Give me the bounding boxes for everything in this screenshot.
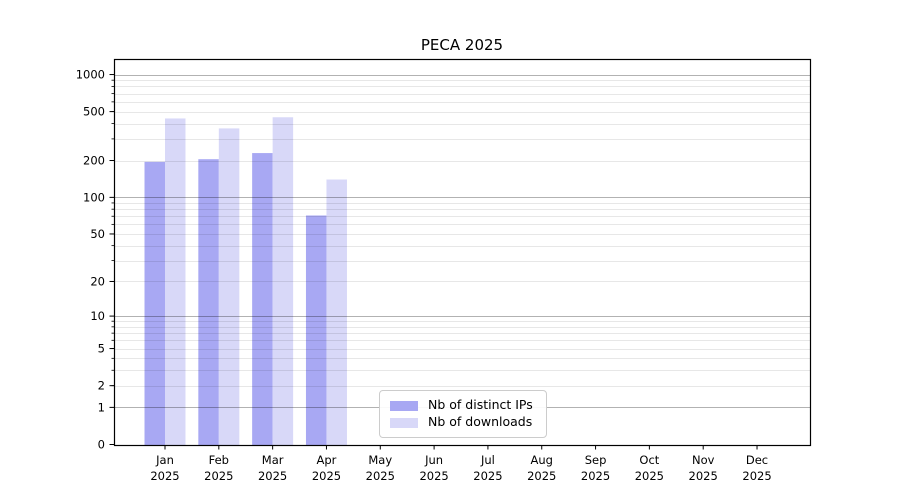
- legend-label-downloads: Nb of downloads: [428, 414, 533, 430]
- grid-minor-layer: [114, 80, 810, 387]
- x-tick-label-month: Nov: [692, 453, 715, 467]
- legend: Nb of distinct IPs Nb of downloads: [379, 390, 547, 438]
- x-tick-label-year: 2025: [419, 469, 448, 483]
- x-tick-label-year: 2025: [742, 469, 771, 483]
- x-tick-label-month: May: [368, 453, 392, 467]
- x-tick-label-month: Oct: [639, 453, 659, 467]
- y-tick-label: 2: [98, 379, 105, 393]
- y-tick-label: 20: [90, 274, 105, 288]
- x-tick-label-year: 2025: [204, 469, 233, 483]
- x-tick-label-year: 2025: [312, 469, 341, 483]
- x-tick-label-year: 2025: [150, 469, 179, 483]
- axes-layer: [109, 58, 812, 450]
- bar-distinct-ips-jan: [144, 161, 165, 446]
- legend-swatch-downloads: [390, 417, 418, 428]
- x-tick-label-month: Jul: [480, 453, 495, 467]
- x-tick-label-month: Dec: [746, 453, 768, 467]
- bar-distinct-ips-mar: [252, 153, 273, 445]
- y-tick-label: 5: [98, 342, 105, 356]
- x-tick-label-year: 2025: [635, 469, 664, 483]
- bar-downloads-feb: [218, 128, 240, 445]
- x-tick-label-year: 2025: [527, 469, 556, 483]
- y-tick-label: 50: [90, 227, 105, 241]
- x-tick-label-year: 2025: [473, 469, 502, 483]
- x-tick-label-year: 2025: [366, 469, 395, 483]
- legend-item-downloads: Nb of downloads: [390, 416, 536, 429]
- x-tick-label-month: Jun: [424, 453, 443, 467]
- y-tick-label: 200: [83, 154, 105, 168]
- x-tick-label-year: 2025: [689, 469, 718, 483]
- x-tick-label-month: Mar: [262, 453, 284, 467]
- y-tick-label: 10: [90, 309, 105, 323]
- x-tick-label-month: Jan: [155, 453, 174, 467]
- bar-downloads-apr: [326, 179, 347, 445]
- bar-downloads-jan: [165, 118, 186, 445]
- bar-distinct-ips-apr: [305, 215, 327, 445]
- x-tick-label-month: Feb: [209, 453, 229, 467]
- bars-layer: [144, 117, 347, 446]
- legend-label-distinct-ips: Nb of distinct IPs: [428, 397, 533, 413]
- y-tick-label: 0: [98, 438, 105, 452]
- x-tick-label-month: Sep: [585, 453, 607, 467]
- y-tick-label: 500: [83, 105, 105, 119]
- x-tick-label-year: 2025: [258, 469, 287, 483]
- y-tick-label: 1: [98, 400, 105, 414]
- chart-title: PECA 2025: [421, 36, 503, 54]
- legend-item-distinct-ips: Nb of distinct IPs: [390, 399, 536, 412]
- x-tick-label-month: Aug: [531, 453, 553, 467]
- y-tick-label: 100: [83, 190, 105, 204]
- bar-distinct-ips-feb: [198, 159, 219, 445]
- x-tick-label-year: 2025: [581, 469, 610, 483]
- legend-swatch-distinct-ips: [390, 400, 418, 411]
- y-tick-label: 1000: [76, 68, 105, 82]
- tick-labels-layer: 0 1 2 5 10 20 50 100 200 500 1000 Jan 2025 Feb 2025 Mar…: [76, 68, 772, 483]
- bar-downloads-mar: [272, 117, 294, 445]
- x-tick-label-month: Apr: [317, 453, 337, 467]
- plot-frame: [113, 58, 812, 447]
